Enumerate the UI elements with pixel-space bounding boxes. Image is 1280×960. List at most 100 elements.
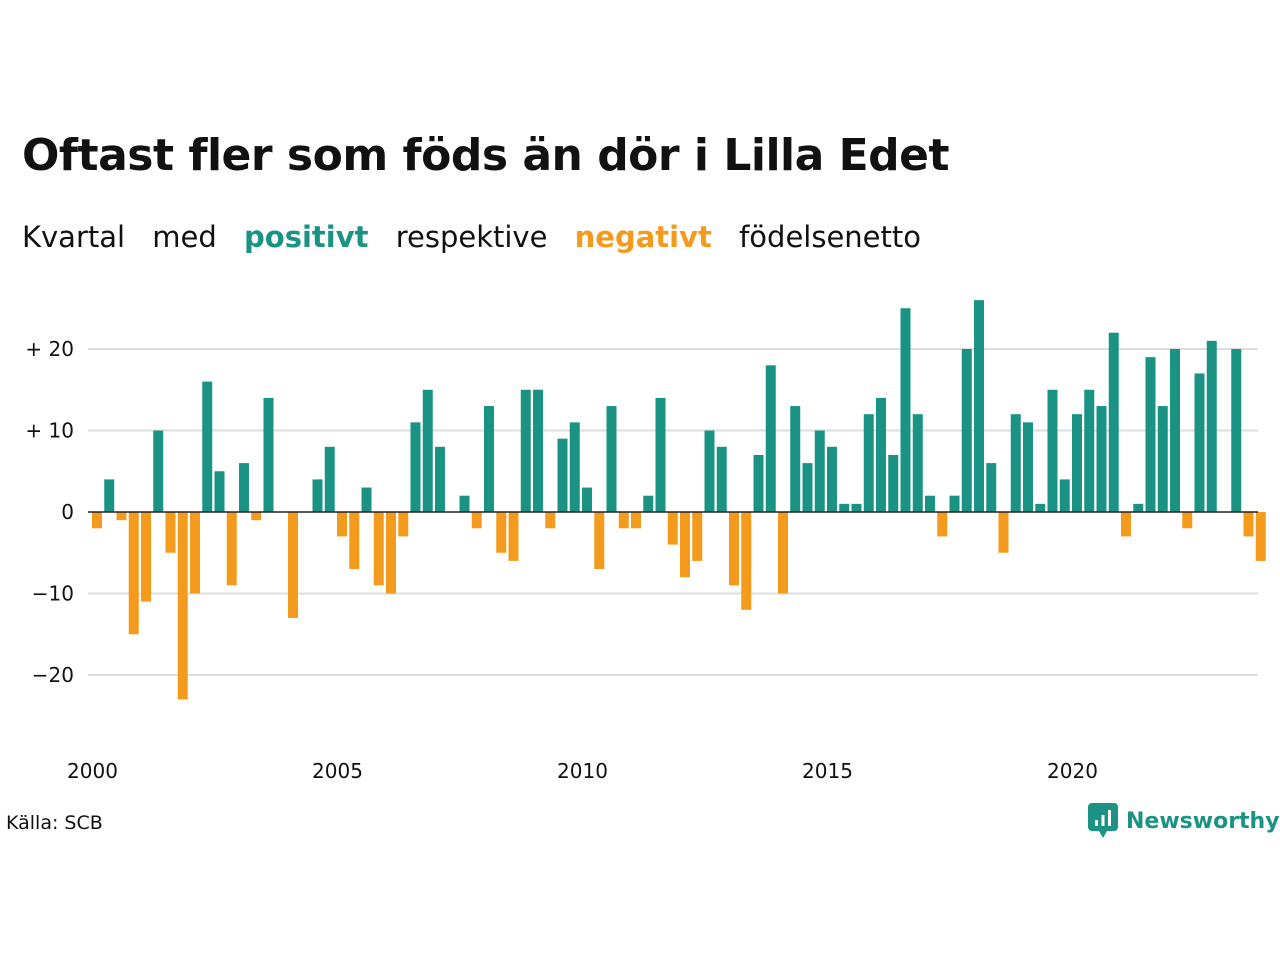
bar bbox=[1096, 406, 1107, 512]
subtitle-text-fodelsenetto: födelsenetto bbox=[739, 220, 921, 254]
bar bbox=[337, 512, 347, 537]
y-tick-label: −10 bbox=[32, 582, 74, 606]
bar bbox=[496, 512, 507, 553]
bar bbox=[692, 512, 703, 561]
bar bbox=[827, 446, 837, 512]
bar bbox=[1121, 512, 1131, 537]
bar bbox=[459, 495, 470, 512]
bar bbox=[190, 512, 200, 594]
bar bbox=[937, 512, 948, 537]
bar bbox=[104, 479, 115, 512]
bar bbox=[986, 463, 997, 512]
bar bbox=[1194, 373, 1205, 512]
bar bbox=[435, 446, 445, 512]
bar bbox=[1170, 349, 1180, 512]
bar bbox=[1035, 503, 1046, 512]
bar bbox=[202, 381, 213, 512]
subtitle-text-kvartal: Kvartal bbox=[22, 220, 126, 254]
subtitle-negative-label: negativt bbox=[574, 220, 712, 254]
bar bbox=[704, 430, 715, 512]
bar bbox=[1243, 512, 1254, 537]
bar bbox=[1182, 512, 1193, 529]
bar bbox=[753, 454, 764, 512]
bar bbox=[582, 487, 592, 512]
bar bbox=[373, 512, 384, 586]
bar bbox=[863, 414, 874, 512]
bar bbox=[1072, 414, 1082, 512]
bar bbox=[778, 512, 788, 594]
bar bbox=[214, 471, 225, 512]
bar bbox=[251, 512, 262, 521]
bar bbox=[888, 454, 899, 512]
bar bbox=[606, 406, 617, 512]
bar bbox=[1206, 340, 1217, 512]
bar bbox=[141, 512, 151, 602]
bar bbox=[876, 397, 886, 512]
bar-chart: + 20 + 10 0 −10 −20 2000 2005 2010 2015 2020 bbox=[25, 300, 1266, 783]
bar bbox=[900, 308, 911, 512]
bar bbox=[790, 406, 801, 512]
chart-title: Oftast fler som föds än dör i Lilla Edet bbox=[22, 130, 950, 181]
bar bbox=[851, 503, 862, 512]
bar bbox=[716, 446, 727, 512]
bar bbox=[177, 512, 188, 700]
bar bbox=[814, 430, 825, 512]
bar bbox=[263, 397, 274, 512]
bar bbox=[471, 512, 482, 529]
bar bbox=[361, 487, 372, 512]
bar bbox=[128, 512, 139, 635]
bar bbox=[545, 512, 556, 529]
bar bbox=[520, 389, 531, 512]
bar bbox=[312, 479, 323, 512]
bar bbox=[1108, 332, 1119, 512]
y-tick-label: 0 bbox=[61, 500, 74, 524]
bar bbox=[386, 512, 396, 594]
bar bbox=[680, 512, 690, 578]
bar bbox=[1231, 349, 1242, 512]
bar bbox=[484, 406, 494, 512]
bar bbox=[116, 512, 127, 521]
source-note: Källa: SCB bbox=[6, 812, 103, 834]
bar bbox=[974, 300, 984, 512]
subtitle-text-respektive: respektive bbox=[395, 220, 548, 254]
bar bbox=[1023, 422, 1033, 512]
bar bbox=[153, 430, 164, 512]
x-tick-label: 2005 bbox=[312, 759, 363, 783]
x-tick-label: 2010 bbox=[557, 759, 608, 783]
bar bbox=[839, 503, 850, 512]
bar bbox=[618, 512, 629, 529]
y-tick-label: + 20 bbox=[25, 337, 74, 361]
bar bbox=[398, 512, 409, 537]
bar bbox=[594, 512, 605, 570]
bar bbox=[349, 512, 360, 570]
bar bbox=[1145, 357, 1156, 512]
bar bbox=[631, 512, 641, 529]
bar bbox=[1157, 406, 1168, 512]
bar bbox=[925, 495, 935, 512]
bar bbox=[324, 446, 335, 512]
bar bbox=[569, 422, 580, 512]
bar bbox=[1133, 503, 1144, 512]
bar bbox=[949, 495, 960, 512]
newsworthy-logo-icon bbox=[1088, 803, 1118, 838]
bar bbox=[1255, 512, 1266, 561]
bar bbox=[1059, 479, 1070, 512]
bar bbox=[655, 397, 666, 512]
bar bbox=[1010, 414, 1021, 512]
bar bbox=[1084, 389, 1095, 512]
bar bbox=[765, 365, 776, 512]
bar bbox=[226, 512, 237, 586]
chart-subtitle: Kvartal med positivt respektive negativt… bbox=[22, 220, 939, 254]
bar bbox=[802, 463, 813, 512]
bar bbox=[239, 463, 249, 512]
subtitle-positive-label: positivt bbox=[244, 220, 369, 254]
bar bbox=[729, 512, 739, 586]
x-tick-label: 2015 bbox=[802, 759, 853, 783]
bar bbox=[912, 414, 923, 512]
brand-name: Newsworthy bbox=[1126, 808, 1280, 834]
bar bbox=[557, 438, 568, 512]
bar bbox=[508, 512, 519, 561]
brand-logo: Newsworthy bbox=[1088, 803, 1280, 839]
y-tick-label: −20 bbox=[32, 663, 74, 687]
bar bbox=[92, 512, 102, 529]
